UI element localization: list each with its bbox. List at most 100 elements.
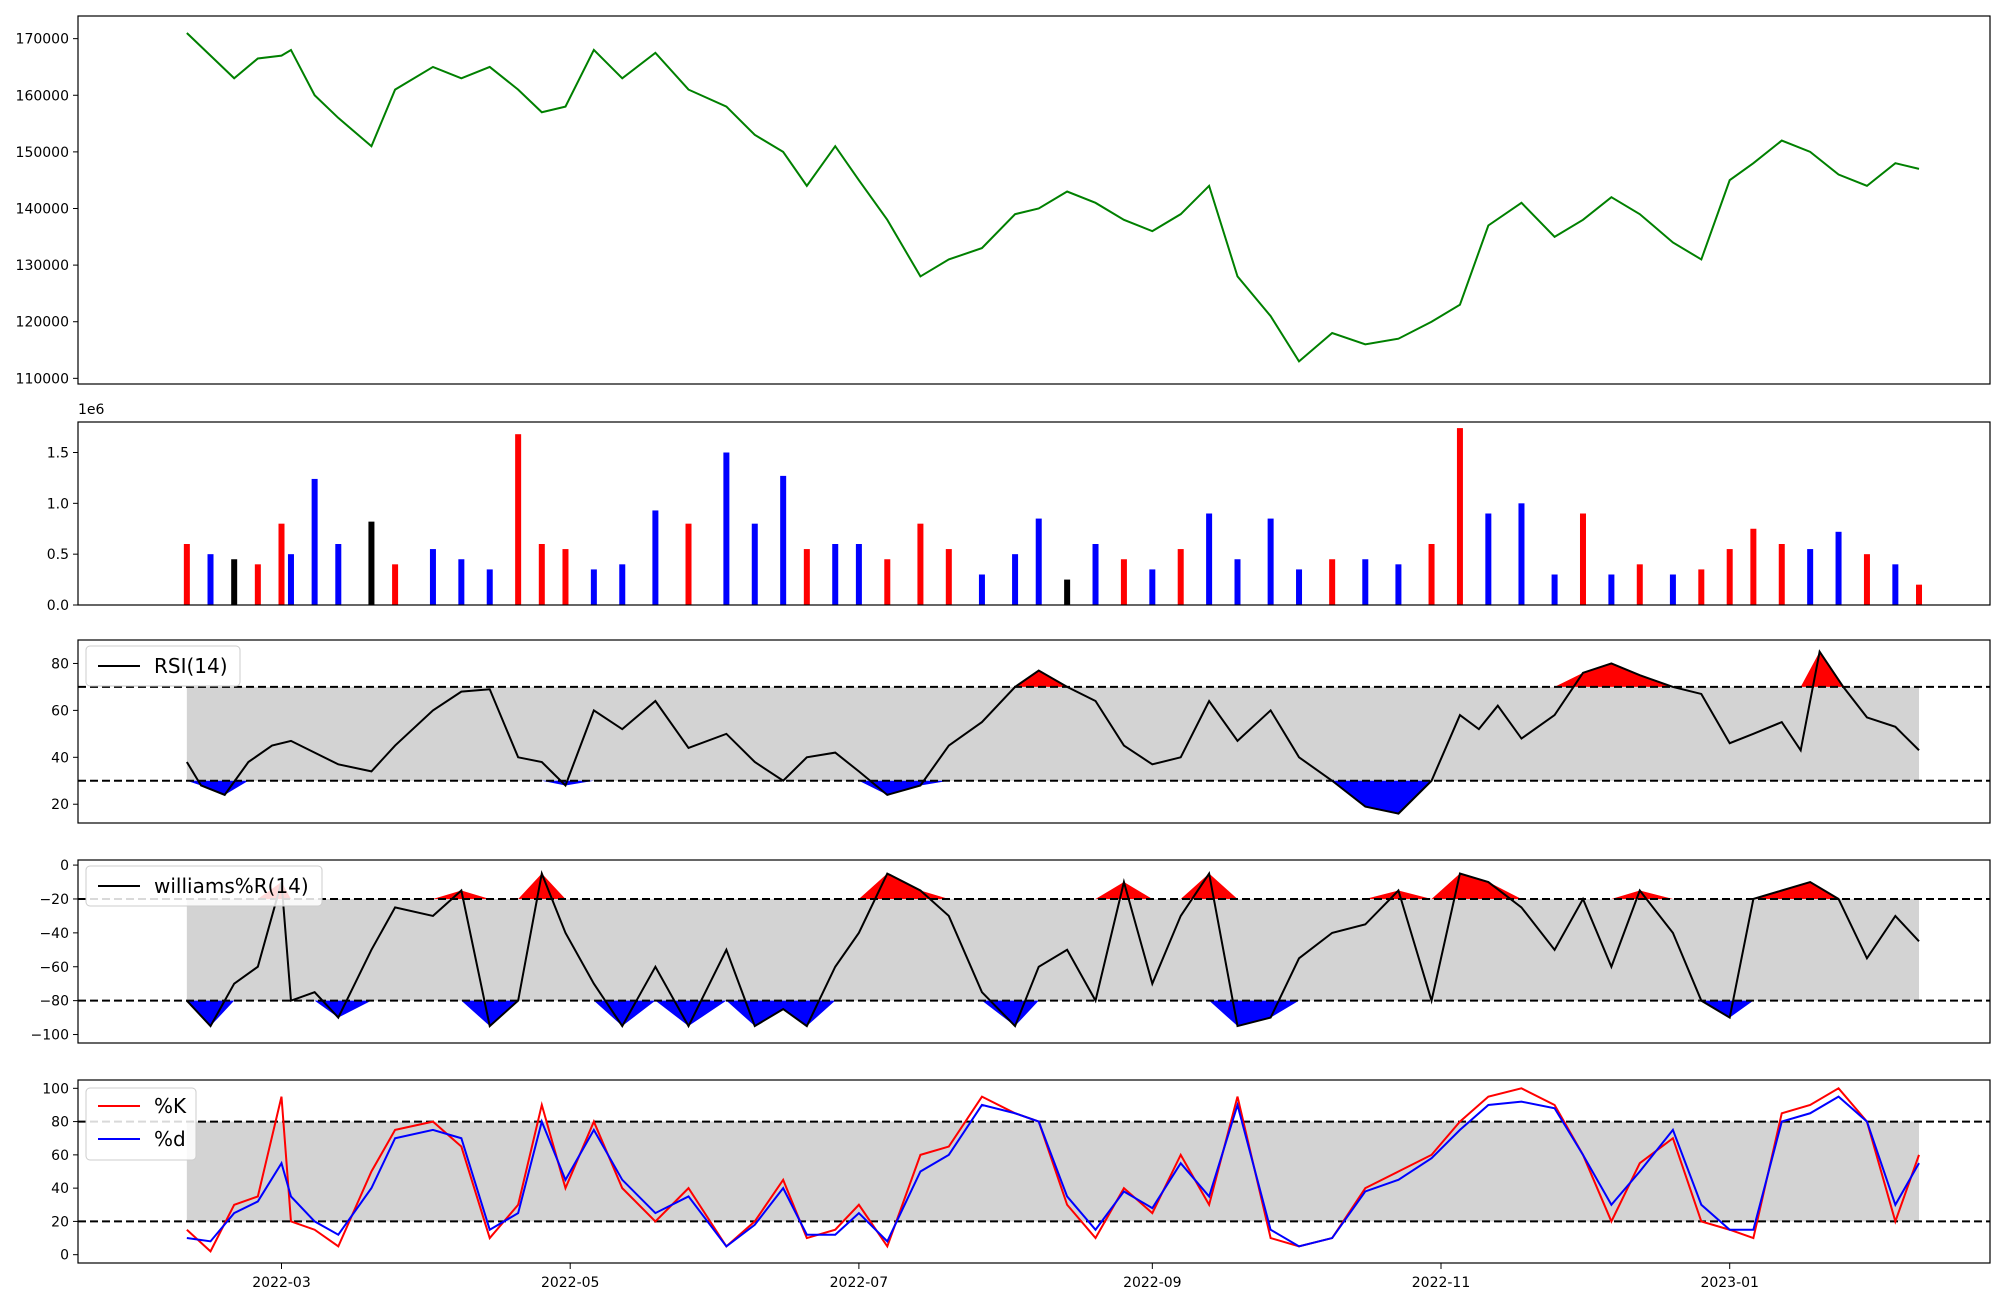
neutral-band xyxy=(186,686,1920,781)
price-panel: 110000 120000 130000 140000 150000 160000 1700… xyxy=(16,15,1991,387)
volume-bar xyxy=(1267,518,1274,605)
panel-frame xyxy=(77,421,1991,606)
volume-bar xyxy=(1892,564,1899,605)
volume-bar xyxy=(917,523,924,605)
volume-bar xyxy=(1579,513,1586,605)
y-tick-label: 20 xyxy=(51,1214,69,1230)
d-legend-label: %d xyxy=(154,1127,186,1151)
volume-bar xyxy=(1456,428,1463,605)
y-tick-label: 100 xyxy=(42,1081,69,1097)
volume-bar xyxy=(1362,559,1369,605)
panel-frame xyxy=(77,639,1991,824)
volume-bar xyxy=(1012,554,1019,605)
rsi-legend-label: RSI(14) xyxy=(154,654,228,678)
volume-bar xyxy=(1726,549,1733,605)
volume-bar xyxy=(1296,569,1303,605)
volume-bar xyxy=(945,549,952,605)
stochastic-legend: %K %d xyxy=(85,1087,197,1161)
volume-multiplier-label: 1e6 xyxy=(78,402,105,418)
volume-bar xyxy=(538,544,545,605)
shared-x-axis: 2022-03 2022-05 2022-07 2022-09 2022-11 2023-… xyxy=(252,1263,1759,1291)
rsi-line xyxy=(185,649,1920,815)
price-line xyxy=(186,32,1920,363)
y-tick-label: 1.0 xyxy=(47,496,69,512)
volume-bar xyxy=(207,554,214,605)
y-tick-label: 140000 xyxy=(16,201,69,217)
x-tick-label: 2022-07 xyxy=(830,1275,889,1291)
volume-bar xyxy=(1551,574,1558,605)
volume-bar xyxy=(1750,528,1757,605)
y-tick-label: −80 xyxy=(39,994,69,1010)
volume-bar xyxy=(780,475,787,605)
volume-bar xyxy=(1807,549,1814,605)
williams-line xyxy=(186,869,1920,1029)
panel-frame xyxy=(77,15,1991,385)
y-tick-label: 160000 xyxy=(16,88,69,104)
volume-bar xyxy=(1120,559,1127,605)
volume-bar xyxy=(1329,559,1336,605)
volume-bar xyxy=(884,559,891,605)
y-tick-label: −20 xyxy=(39,892,69,908)
volume-bar xyxy=(1518,503,1525,605)
volume-bar xyxy=(855,544,862,605)
d-line xyxy=(186,1095,1920,1248)
y-tick-label: 60 xyxy=(51,703,69,719)
x-tick-label: 2023-01 xyxy=(1700,1275,1759,1291)
k-legend-label: %K xyxy=(154,1094,187,1118)
x-tick-label: 2022-03 xyxy=(252,1275,311,1291)
rsi-panel: RSI(14) 20 40 60 80 xyxy=(51,639,1991,824)
volume-bar xyxy=(254,564,261,605)
overbought-fill xyxy=(186,873,1920,899)
volume-bar xyxy=(1428,544,1435,605)
panel-frame xyxy=(77,1079,1991,1264)
volume-bar xyxy=(803,549,810,605)
volume-bar xyxy=(751,523,758,605)
x-tick-label: 2022-11 xyxy=(1412,1275,1471,1291)
volume-bar xyxy=(1669,574,1676,605)
y-tick-label: 170000 xyxy=(16,32,69,48)
volume-bar xyxy=(368,521,375,605)
stochastic-panel: %K %d 0 20 40 60 80 100 xyxy=(42,1079,1991,1264)
y-tick-label: 0 xyxy=(60,858,69,874)
volume-bar xyxy=(978,574,985,605)
volume-bar xyxy=(832,544,839,605)
volume-bar xyxy=(429,549,436,605)
x-tick-label: 2022-09 xyxy=(1123,1275,1182,1291)
volume-bar xyxy=(590,569,597,605)
overbought-fill xyxy=(186,651,1920,687)
y-tick-label: 40 xyxy=(51,1181,69,1197)
y-tick-label: −100 xyxy=(31,1028,69,1044)
y-tick-label: 0.5 xyxy=(47,547,69,563)
volume-bar xyxy=(231,559,238,605)
volume-bar xyxy=(1395,564,1402,605)
volume-bar xyxy=(183,544,190,605)
volume-bar xyxy=(1636,564,1643,605)
panel-frame xyxy=(77,859,1991,1044)
volume-bar xyxy=(458,559,465,605)
volume-bar xyxy=(1177,549,1184,605)
volume-bar xyxy=(652,510,659,605)
y-tick-label: 150000 xyxy=(16,145,69,161)
williams-panel: williams%R(14) −100 −80 −60 −40 −20 0 xyxy=(31,858,1991,1044)
volume-bar xyxy=(1608,574,1615,605)
volume-bar xyxy=(278,523,285,605)
volume-bar xyxy=(1092,544,1099,605)
x-tick-label: 2022-05 xyxy=(541,1275,600,1291)
y-tick-label: 120000 xyxy=(16,315,69,331)
y-tick-label: 60 xyxy=(51,1148,69,1164)
volume-bar xyxy=(287,554,294,605)
volume-bar xyxy=(311,478,318,605)
volume-bar xyxy=(1485,513,1492,605)
y-tick-label: −60 xyxy=(39,960,69,976)
y-tick-label: 40 xyxy=(51,750,69,766)
volume-bar xyxy=(562,549,569,605)
volume-bar xyxy=(685,523,692,605)
volume-bar xyxy=(1698,569,1705,605)
volume-panel: 1e6 0.0 0.5 1.0 1.5 xyxy=(47,402,1991,614)
volume-bar xyxy=(1863,554,1870,605)
y-tick-label: 1.5 xyxy=(47,446,69,462)
volume-bar xyxy=(335,544,342,605)
volume-bar xyxy=(392,564,399,605)
